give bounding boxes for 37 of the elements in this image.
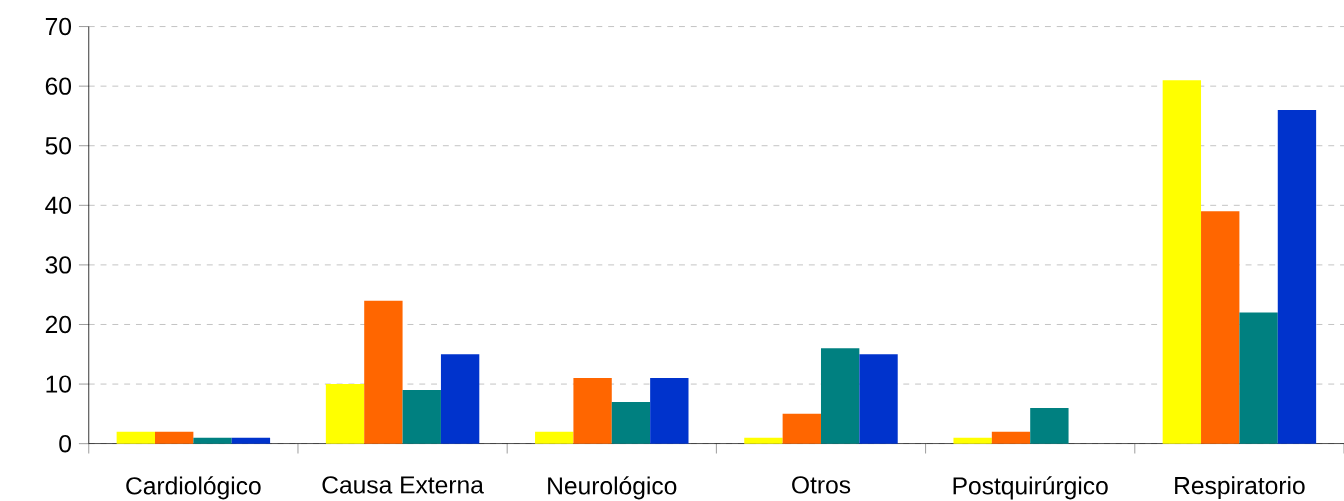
y-tick-label: 0 xyxy=(59,435,72,453)
bar xyxy=(535,431,574,444)
bar xyxy=(193,437,232,444)
bar xyxy=(1239,312,1278,444)
bar xyxy=(744,437,783,444)
bar xyxy=(325,384,365,444)
bar xyxy=(611,402,651,444)
y-tick-label: 50 xyxy=(45,137,71,155)
y-tick-label: 10 xyxy=(46,375,71,393)
bar xyxy=(991,431,1031,444)
bar xyxy=(116,431,155,444)
x-tick-label: Cardiológico xyxy=(126,476,261,500)
x-tick-label: Respiratorio xyxy=(1175,476,1305,500)
bar xyxy=(1201,211,1240,444)
bar xyxy=(364,300,403,444)
bar xyxy=(440,354,480,444)
bar xyxy=(859,354,898,444)
x-tick-label: Neurológico xyxy=(548,476,677,500)
bar xyxy=(155,431,194,444)
y-tick-label: 40 xyxy=(45,196,71,215)
bar xyxy=(1277,110,1317,444)
bar xyxy=(650,378,689,444)
y-tick-label: 30 xyxy=(45,256,71,274)
x-tick-label: Causa Externa xyxy=(322,476,484,494)
bar xyxy=(953,437,992,444)
x-tick-label: Postquirúrgico xyxy=(953,476,1108,500)
bar xyxy=(231,437,271,444)
bar xyxy=(1030,408,1069,444)
y-tick-label: 20 xyxy=(45,315,71,334)
x-tick-label: Otros xyxy=(792,476,851,494)
bar xyxy=(402,390,441,444)
bar xyxy=(573,378,612,444)
y-tick-label: 70 xyxy=(45,18,71,36)
bar xyxy=(1162,80,1202,444)
y-tick-label: 60 xyxy=(45,77,71,95)
bar xyxy=(782,414,821,444)
bar xyxy=(820,348,860,444)
